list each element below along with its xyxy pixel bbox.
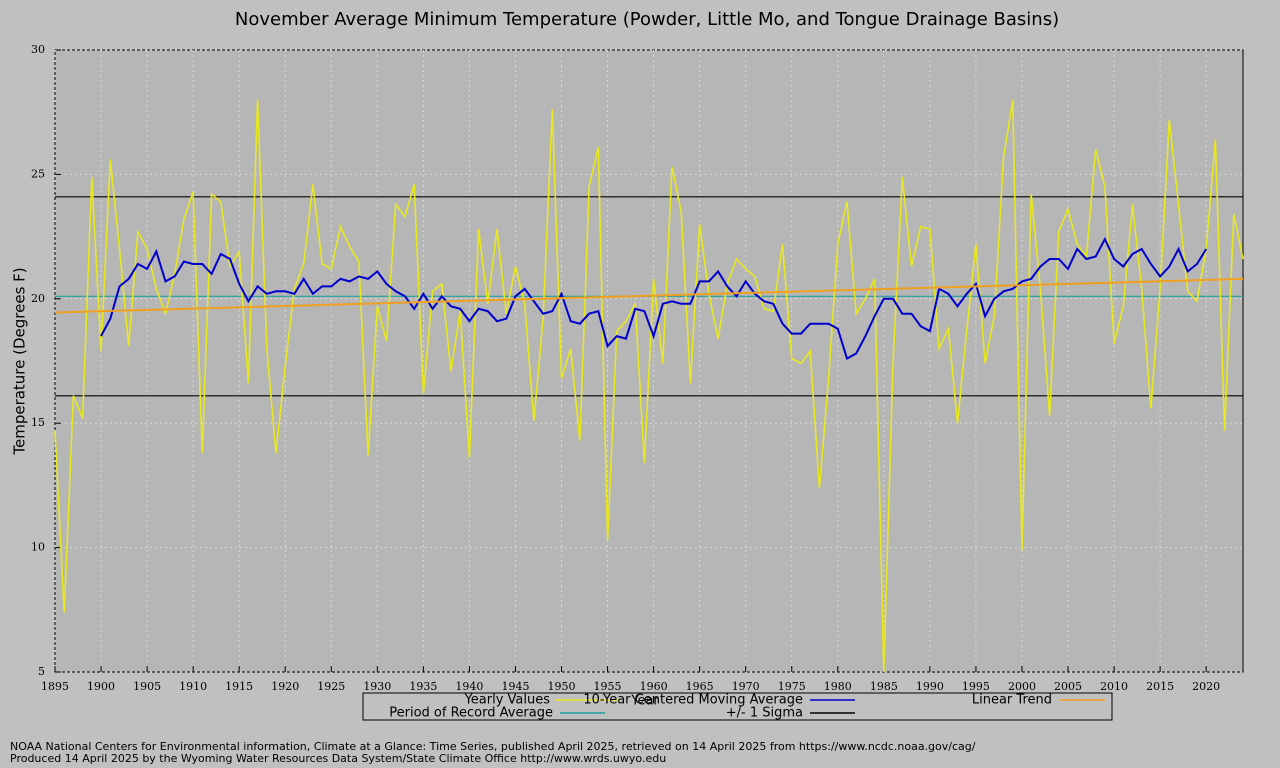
x-tick-label: 1920 xyxy=(271,680,299,693)
x-tick-label: 2000 xyxy=(1008,680,1036,693)
x-tick-label: 1970 xyxy=(732,680,760,693)
footnote: NOAA National Centers for Environmental … xyxy=(10,740,976,753)
x-tick-label: 1910 xyxy=(179,680,207,693)
y-tick-label: 20 xyxy=(31,292,45,305)
x-tick-label: 1915 xyxy=(225,680,253,693)
legend-label: Period of Record Average xyxy=(389,706,553,721)
x-tick-label: 2020 xyxy=(1192,680,1220,693)
legend-label: 10-Year Centered Moving Average xyxy=(583,693,803,708)
x-tick-label: 2010 xyxy=(1100,680,1128,693)
data-line xyxy=(54,277,1244,314)
y-axis-label: Temperature (Degrees F) xyxy=(11,267,29,455)
chart-title: November Average Minimum Temperature (Po… xyxy=(235,9,1059,30)
y-tick-label: 25 xyxy=(31,167,45,180)
x-tick-label: 1985 xyxy=(870,680,898,693)
legend-box xyxy=(362,692,1113,721)
x-tick-label: 1940 xyxy=(455,680,483,693)
legend-label: +/- 1 Sigma xyxy=(726,706,803,721)
x-tick-label: 1900 xyxy=(87,680,115,693)
x-tick-label: 1975 xyxy=(778,680,806,693)
x-tick-label: 1960 xyxy=(640,680,668,693)
x-tick-label: 1945 xyxy=(501,680,529,693)
x-tick-label: 1930 xyxy=(363,680,391,693)
y-tick-label: 15 xyxy=(31,416,45,429)
x-tick-label: 1905 xyxy=(133,680,161,693)
x-tick-label: 1980 xyxy=(824,680,852,693)
x-tick-label: 1935 xyxy=(409,680,437,693)
x-tick-label: 1895 xyxy=(41,680,69,693)
x-tick-label: 1925 xyxy=(317,680,345,693)
footnote: Produced 14 April 2025 by the Wyoming Wa… xyxy=(10,752,666,765)
y-tick-label: 30 xyxy=(31,43,45,56)
x-tick-label: 1965 xyxy=(686,680,714,693)
x-tick-label: 1990 xyxy=(916,680,944,693)
legend-label: Yearly Values xyxy=(464,693,551,708)
data-line xyxy=(54,99,1244,673)
y-tick-label: 10 xyxy=(31,541,45,554)
x-axis-label: Year xyxy=(630,694,659,709)
x-tick-label: 2015 xyxy=(1146,680,1174,693)
y-tick-label: 5 xyxy=(38,665,45,678)
x-tick-label: 2005 xyxy=(1054,680,1082,693)
x-tick-label: 1995 xyxy=(962,680,990,693)
x-tick-label: 1955 xyxy=(594,680,622,693)
x-tick-label: 1950 xyxy=(548,680,576,693)
legend-label: Linear Trend xyxy=(972,693,1052,708)
data-line xyxy=(100,236,1208,360)
